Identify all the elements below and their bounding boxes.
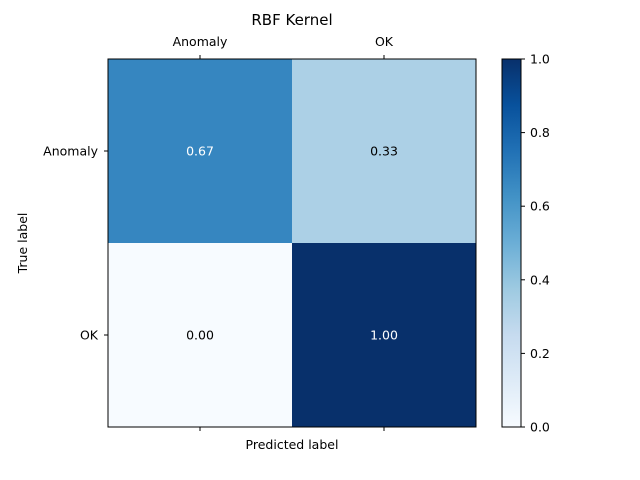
colorbar-tick-label: 0.6	[530, 199, 550, 214]
y-tick-label: OK	[80, 328, 99, 343]
cell-value-label: 1.00	[370, 328, 398, 343]
x-axis-label: Predicted label	[246, 437, 339, 452]
y-tick-label: Anomaly	[43, 144, 98, 159]
heatmap-cell	[292, 59, 476, 243]
heatmap-cell	[292, 243, 476, 427]
heatmap-cells	[108, 59, 476, 427]
colorbar-tick-label: 0.2	[530, 346, 550, 361]
heatmap-cell	[108, 59, 292, 243]
x-ticks-top: Anomaly OK	[173, 34, 394, 59]
plot-frame	[107, 58, 477, 428]
cell-value-label: 0.67	[186, 144, 214, 159]
colorbar-tick-label: 0.8	[530, 125, 550, 140]
y-ticks: Anomaly OK	[43, 144, 108, 343]
colorbar-tick-label: 0.0	[530, 420, 550, 435]
heatmap-cell-labels: 0.67 0.33 0.00 1.00	[186, 144, 398, 343]
y-axis-label: True label	[15, 213, 30, 275]
cell-value-label: 0.00	[186, 328, 214, 343]
colorbar-tick-label: 1.0	[530, 52, 550, 67]
cell-value-label: 0.33	[370, 144, 398, 159]
heatmap-cell	[108, 243, 292, 427]
x-tick-label: OK	[375, 34, 394, 49]
x-ticks-bottom	[199, 427, 385, 431]
colorbar-tick-label: 0.4	[530, 272, 550, 287]
colorbar	[501, 58, 522, 428]
x-tick-label: Anomaly	[173, 34, 228, 49]
chart-title: RBF Kernel	[251, 11, 332, 29]
colorbar-ticks: 0.0 0.2 0.4 0.6 0.8 1.0	[521, 52, 550, 435]
